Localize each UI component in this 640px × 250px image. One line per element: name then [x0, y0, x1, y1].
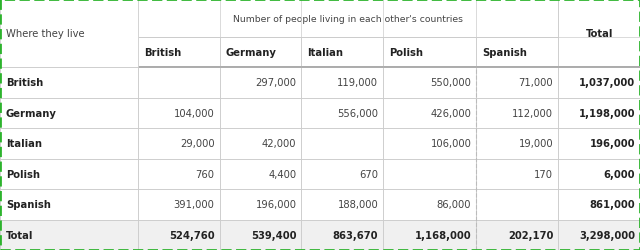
Bar: [220, 159, 301, 189]
Bar: [138, 159, 220, 189]
Text: Where they live: Where they live: [6, 48, 84, 58]
Bar: [476, 38, 558, 68]
Text: 670: 670: [359, 169, 378, 179]
Bar: [138, 68, 220, 98]
Bar: [383, 98, 476, 128]
Bar: [220, 68, 301, 98]
Text: 539,400: 539,400: [251, 230, 296, 240]
Text: 426,000: 426,000: [431, 108, 471, 118]
Text: 106,000: 106,000: [431, 139, 471, 149]
Text: British: British: [6, 78, 44, 88]
Bar: [138, 189, 220, 220]
Bar: [301, 38, 383, 68]
Text: 196,000: 196,000: [255, 200, 296, 209]
Bar: [558, 189, 640, 220]
Text: 760: 760: [196, 169, 214, 179]
Text: 119,000: 119,000: [337, 78, 378, 88]
Bar: [476, 128, 558, 159]
Text: 863,670: 863,670: [333, 230, 378, 240]
Bar: [301, 189, 383, 220]
Text: Where they live: Where they live: [6, 29, 84, 39]
Bar: [476, 98, 558, 128]
Bar: [383, 220, 476, 250]
Text: 524,760: 524,760: [169, 230, 214, 240]
Bar: [138, 220, 220, 250]
Bar: [301, 128, 383, 159]
Text: 297,000: 297,000: [255, 78, 296, 88]
Bar: [0, 220, 138, 250]
Text: 112,000: 112,000: [512, 108, 553, 118]
Text: 4,400: 4,400: [268, 169, 296, 179]
Text: British: British: [143, 48, 181, 58]
Bar: [383, 189, 476, 220]
Text: Total: Total: [6, 230, 33, 240]
Text: 1,198,000: 1,198,000: [579, 108, 635, 118]
Bar: [220, 189, 301, 220]
Bar: [301, 68, 383, 98]
Bar: [0, 0, 138, 68]
Text: Number of people living in each other's countries: Number of people living in each other's …: [233, 14, 463, 24]
Bar: [558, 128, 640, 159]
Bar: [558, 98, 640, 128]
Bar: [558, 0, 640, 68]
Bar: [138, 38, 220, 68]
Text: 6,000: 6,000: [604, 169, 635, 179]
Text: 42,000: 42,000: [262, 139, 296, 149]
Bar: [0, 0, 138, 68]
Bar: [558, 220, 640, 250]
Bar: [138, 98, 220, 128]
Bar: [220, 128, 301, 159]
Text: 19,000: 19,000: [518, 139, 553, 149]
Bar: [476, 159, 558, 189]
Text: 196,000: 196,000: [589, 139, 635, 149]
Bar: [476, 189, 558, 220]
Text: 550,000: 550,000: [431, 78, 471, 88]
Bar: [138, 128, 220, 159]
Bar: [301, 98, 383, 128]
Bar: [383, 38, 476, 68]
Text: 188,000: 188,000: [337, 200, 378, 209]
Text: 1,168,000: 1,168,000: [415, 230, 471, 240]
Text: 861,000: 861,000: [589, 200, 635, 209]
Bar: [0, 98, 138, 128]
Bar: [383, 128, 476, 159]
Text: Spanish: Spanish: [483, 48, 527, 58]
Text: Italian: Italian: [307, 48, 344, 58]
Bar: [558, 159, 640, 189]
Text: Germany: Germany: [6, 108, 57, 118]
Bar: [383, 159, 476, 189]
Text: Where they live: Where they live: [6, 29, 84, 39]
Bar: [476, 68, 558, 98]
Bar: [220, 98, 301, 128]
Bar: [383, 68, 476, 98]
Bar: [301, 159, 383, 189]
Bar: [138, 0, 558, 38]
Text: 71,000: 71,000: [518, 78, 553, 88]
Text: Polish: Polish: [6, 169, 40, 179]
Text: 3,298,000: 3,298,000: [579, 230, 635, 240]
Bar: [0, 68, 138, 98]
Text: Spanish: Spanish: [6, 200, 51, 209]
Bar: [476, 220, 558, 250]
Bar: [220, 220, 301, 250]
Bar: [301, 220, 383, 250]
Text: 170: 170: [534, 169, 553, 179]
Bar: [0, 189, 138, 220]
Bar: [0, 128, 138, 159]
Text: 556,000: 556,000: [337, 108, 378, 118]
Bar: [0, 159, 138, 189]
Text: 391,000: 391,000: [173, 200, 214, 209]
Text: Germany: Germany: [225, 48, 276, 58]
Text: 202,170: 202,170: [508, 230, 553, 240]
Text: Italian: Italian: [6, 139, 42, 149]
Bar: [220, 38, 301, 68]
Text: 104,000: 104,000: [174, 108, 214, 118]
Text: Polish: Polish: [389, 48, 423, 58]
Text: 1,037,000: 1,037,000: [579, 78, 635, 88]
Bar: [558, 68, 640, 98]
Text: 29,000: 29,000: [180, 139, 214, 149]
Text: 86,000: 86,000: [436, 200, 471, 209]
Text: Total: Total: [586, 29, 612, 39]
